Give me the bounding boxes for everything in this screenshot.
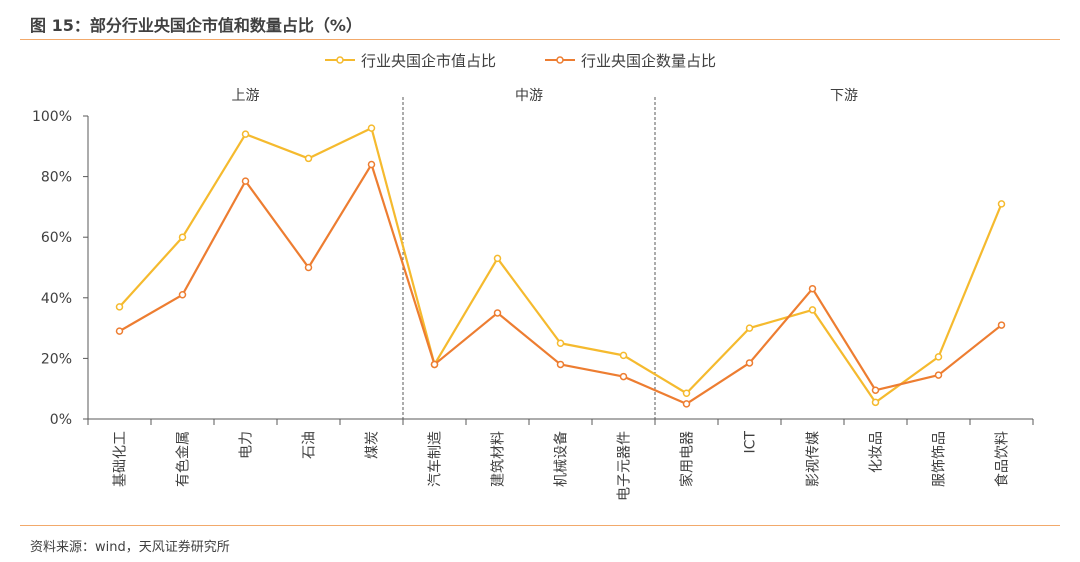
series-segment — [685, 362, 751, 405]
data-point — [745, 324, 754, 332]
data-point — [808, 306, 817, 314]
series-segment — [181, 180, 247, 296]
series-segment — [370, 164, 436, 365]
x-tick-label: 服饰饰品 — [932, 431, 948, 487]
data-point — [493, 309, 502, 317]
series-segment — [622, 354, 688, 395]
data-point — [871, 398, 880, 407]
top-rule — [20, 39, 1060, 40]
series-segment — [244, 180, 310, 269]
series-segment — [433, 312, 499, 366]
legend-marker — [336, 56, 344, 64]
x-tick-label: 建筑材料 — [491, 431, 507, 487]
y-tick-label: 100% — [32, 109, 72, 125]
x-tick-label: 电力 — [239, 431, 255, 459]
series-segment — [811, 309, 877, 403]
x-tick-label: 机械设备 — [553, 431, 570, 487]
y-tick-label: 60% — [41, 230, 72, 246]
data-point — [619, 351, 628, 360]
x-tick-label: 化妆品 — [869, 431, 885, 473]
data-point — [115, 327, 124, 335]
data-point — [430, 360, 439, 369]
data-point — [304, 154, 313, 163]
figure-title: 图 15：部分行业央国企市值和数量占比（%） — [30, 16, 362, 35]
source-note: 资料来源：wind，天风证券研究所 — [30, 540, 230, 555]
series-segment — [307, 163, 373, 269]
data-point — [871, 386, 880, 394]
data-point — [997, 200, 1006, 208]
data-point — [178, 233, 187, 241]
data-point — [493, 254, 502, 263]
x-tick-label: 有色金属 — [175, 431, 192, 487]
data-point — [556, 339, 565, 347]
data-point — [241, 177, 250, 185]
data-point — [682, 400, 691, 408]
legend-label: 行业央国企市值占比 — [361, 52, 496, 70]
series-segment — [118, 293, 184, 333]
data-point — [997, 321, 1006, 329]
legend-label: 行业央国企数量占比 — [581, 52, 716, 70]
data-point — [367, 124, 376, 132]
data-point — [934, 371, 943, 379]
data-point — [682, 389, 691, 397]
y-tick-label: 80% — [41, 170, 72, 186]
series-segment — [496, 257, 562, 344]
series-segment — [496, 312, 562, 366]
data-point — [619, 372, 628, 381]
x-tick-label: 基础化工 — [112, 431, 129, 487]
series-segment — [623, 375, 687, 405]
x-tick-label: 汽车制造 — [427, 431, 444, 487]
legend-marker — [556, 56, 564, 64]
x-tick-label: ICT — [743, 431, 759, 454]
series-segment — [685, 327, 751, 395]
y-tick-label: 20% — [41, 351, 72, 367]
series-segment — [875, 373, 939, 392]
x-tick-label: 家用电器 — [679, 431, 696, 487]
data-point — [115, 303, 124, 311]
x-tick-label: 电子元器件 — [617, 431, 633, 501]
series-segment — [433, 257, 499, 366]
group-label: 中游 — [515, 88, 543, 104]
data-point — [241, 130, 250, 138]
series-segment — [811, 288, 877, 391]
group-label: 下游 — [830, 88, 858, 104]
series-segment — [560, 342, 624, 357]
y-tick-label: 40% — [41, 291, 72, 307]
data-point — [304, 263, 313, 272]
series-segment — [308, 127, 372, 160]
bottom-rule — [20, 525, 1060, 526]
data-point — [934, 353, 943, 361]
series-segment — [560, 363, 624, 378]
series-segment — [245, 133, 309, 160]
y-tick-label: 0% — [50, 412, 72, 428]
data-point — [556, 360, 565, 369]
data-point — [367, 160, 376, 169]
data-point — [745, 359, 754, 367]
data-point — [178, 291, 187, 299]
x-tick-label: 影视传媒 — [806, 431, 822, 487]
data-point — [808, 284, 817, 293]
series-segment — [748, 287, 814, 364]
series-segment — [749, 308, 813, 330]
x-tick-label: 食品饮料 — [994, 431, 1011, 487]
x-tick-label: 石油 — [302, 431, 318, 459]
series-segment — [874, 355, 940, 404]
series-segment — [937, 324, 1003, 376]
series-segment — [118, 236, 184, 308]
x-tick-label: 煤炭 — [365, 431, 381, 459]
series-segment — [937, 203, 1003, 358]
series-segment — [181, 133, 247, 238]
group-label: 上游 — [232, 88, 260, 104]
series-segment — [370, 127, 436, 365]
